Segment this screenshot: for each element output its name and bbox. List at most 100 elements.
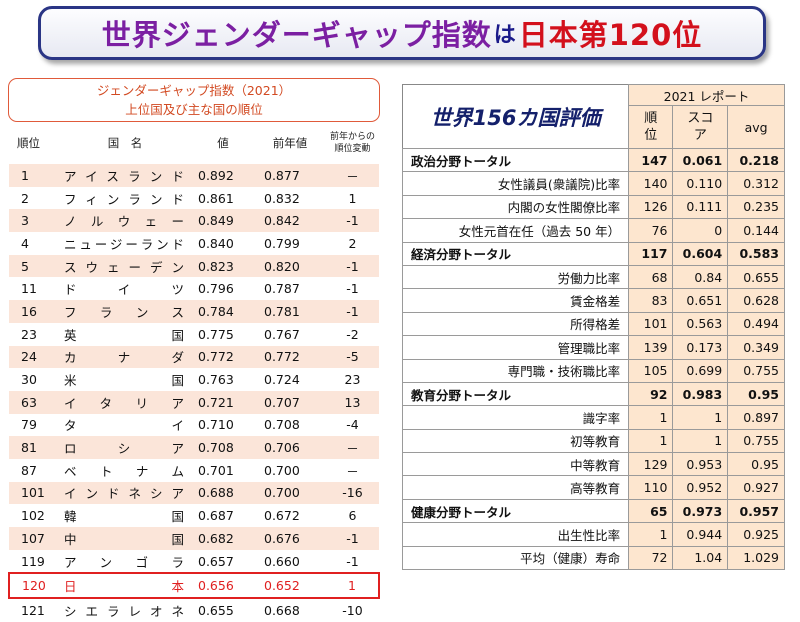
ranking-change-cell: -1 bbox=[326, 254, 379, 278]
ranking-row: 119 アンゴラ 0.657 0.660 -1 bbox=[9, 549, 379, 574]
col-score-rank-header: 順位 bbox=[628, 105, 674, 149]
ranking-country-name: インドネシア bbox=[64, 486, 184, 502]
score-rank-cell: 65 bbox=[628, 498, 674, 524]
score-label-cell: 教育分野トータル bbox=[401, 381, 630, 407]
score-score-cell: 1 bbox=[672, 405, 729, 430]
score-item-row: 管理職比率 139 0.173 0.349 bbox=[401, 335, 785, 360]
score-rank-cell: 1 bbox=[628, 405, 674, 430]
ranking-country-cell: ロシア bbox=[58, 436, 192, 459]
score-score-cell: 0.84 bbox=[672, 264, 729, 290]
score-rank-cell: 139 bbox=[628, 335, 674, 360]
score-item-row: 出生性比率 1 0.944 0.925 bbox=[401, 522, 785, 547]
ranking-heading-line-1: ジェンダーギャップ指数（2021） bbox=[96, 83, 292, 98]
ranking-country-name: アイスランド bbox=[64, 168, 184, 184]
col-score-header: スコア bbox=[672, 105, 729, 149]
ranking-row: 23 英国 0.775 0.767 -2 bbox=[9, 322, 379, 346]
col-rank-header: 順位 bbox=[17, 136, 40, 150]
ranking-rank-cell: 1 bbox=[9, 164, 58, 187]
score-score-cell: 0.563 bbox=[672, 311, 729, 337]
score-avg-cell: 0.755 bbox=[727, 428, 785, 454]
ranking-prev-cell: 0.799 bbox=[254, 232, 326, 255]
ranking-rank-cell: 102 bbox=[9, 504, 58, 527]
col-change-header-line-2: 順位変動 bbox=[334, 144, 371, 154]
score-rank-cell: 126 bbox=[628, 194, 674, 220]
score-item-row: 高等教育 110 0.952 0.927 bbox=[401, 475, 785, 500]
score-avg-cell: 1.029 bbox=[727, 545, 785, 571]
score-title-cell: 世界156カ国評価 bbox=[402, 84, 629, 149]
score-total-row: 健康分野トータル 65 0.973 0.957 bbox=[401, 498, 785, 524]
ranking-row: 1 アイスランド 0.892 0.877 － bbox=[9, 164, 379, 187]
ranking-rank-cell: 3 bbox=[9, 209, 58, 233]
score-label-cell: 中等教育 bbox=[401, 452, 630, 477]
ranking-value-cell: 0.656 bbox=[192, 572, 254, 600]
ranking-panel: 順位 国 名 値 前年値 前年からの 順位変動 1 アイスランド 0.892 0.87… bbox=[8, 122, 380, 622]
ranking-rank-cell: 101 bbox=[9, 481, 58, 505]
score-total-row: 政治分野トータル 147 0.061 0.218 bbox=[401, 147, 785, 173]
score-total-row: 経済分野トータル 117 0.604 0.583 bbox=[401, 241, 785, 266]
ranking-change-cell: -4 bbox=[326, 413, 379, 437]
ranking-country-name: 英国 bbox=[64, 327, 184, 343]
score-score-cell: 0.952 bbox=[672, 475, 729, 500]
score-rank-cell: 1 bbox=[628, 428, 674, 454]
score-table-body: 世界156カ国評価 2021 レポート 順位 スコア avg 政治分野トータル 1… bbox=[401, 84, 785, 571]
score-avg-cell: 0.494 bbox=[727, 311, 785, 337]
score-rank-cell: 129 bbox=[628, 452, 674, 477]
ranking-row: 101 インドネシア 0.688 0.700 -16 bbox=[9, 481, 379, 505]
ranking-country-name: スウェーデン bbox=[64, 259, 184, 275]
ranking-value-cell: 0.655 bbox=[192, 598, 254, 622]
ranking-prev-cell: 0.668 bbox=[254, 598, 326, 622]
score-item-row: 賃金格差 83 0.651 0.628 bbox=[401, 288, 785, 313]
ranking-row-japan: 120 日本 0.656 0.652 1 bbox=[8, 572, 380, 600]
ranking-heading-line-2: 上位国及び主な国の順位 bbox=[125, 102, 263, 117]
ranking-country-cell: アイスランド bbox=[58, 164, 192, 187]
ranking-country-cell: 英国 bbox=[58, 322, 192, 346]
score-label-cell: 健康分野トータル bbox=[401, 498, 630, 524]
ranking-country-name: ノルウェー bbox=[64, 214, 184, 230]
ranking-header-row: 順位 国 名 値 前年値 前年からの 順位変動 bbox=[9, 122, 379, 164]
ranking-change-cell: － bbox=[326, 164, 379, 187]
ranking-country-cell: 日本 bbox=[58, 572, 192, 600]
ranking-country-name: ロシア bbox=[64, 441, 184, 457]
score-item-row: 女性元首在任（過去 50 年） 76 0 0.144 bbox=[401, 218, 785, 243]
score-score-cell: 0.110 bbox=[672, 171, 729, 196]
score-rank-cell: 147 bbox=[628, 147, 674, 173]
score-label-cell: 内閣の女性閣僚比率 bbox=[401, 194, 630, 220]
ranking-country-cell: インドネシア bbox=[58, 481, 192, 505]
ranking-row: 79 タイ 0.710 0.708 -4 bbox=[9, 413, 379, 437]
ranking-rank-cell: 24 bbox=[9, 345, 58, 369]
ranking-row: 16 フランス 0.784 0.781 -1 bbox=[9, 300, 379, 323]
score-header-row-2: 順位 スコア avg bbox=[403, 105, 785, 149]
col-change-header-line-1: 前年からの bbox=[329, 132, 375, 142]
ranking-change-cell: 2 bbox=[326, 232, 379, 255]
ranking-change-cell: － bbox=[326, 458, 379, 482]
score-panel: 世界156カ国評価 2021 レポート 順位 スコア avg 政治分野トータル 1… bbox=[401, 84, 785, 576]
ranking-value-cell: 0.892 bbox=[192, 164, 254, 187]
score-label-cell: 所得格差 bbox=[401, 311, 630, 337]
score-item-row: 識字率 1 1 0.897 bbox=[401, 405, 785, 430]
ranking-change-cell: -1 bbox=[326, 209, 379, 233]
score-item-row: 労働力比率 68 0.84 0.655 bbox=[401, 264, 785, 290]
ranking-row: 3 ノルウェー 0.849 0.842 -1 bbox=[9, 209, 379, 233]
score-score-cell: 1 bbox=[672, 428, 729, 454]
ranking-change-cell: -16 bbox=[326, 481, 379, 505]
ranking-country-cell: ノルウェー bbox=[58, 209, 192, 233]
ranking-country-name: 韓国 bbox=[64, 509, 184, 525]
score-label-cell: 平均（健康）寿命 bbox=[401, 545, 630, 571]
ranking-country-name: シエラレオネ bbox=[64, 603, 184, 619]
ranking-country-cell: フィンランド bbox=[58, 186, 192, 210]
score-label-cell: 高等教育 bbox=[401, 475, 630, 500]
ranking-country-cell: 中国 bbox=[58, 527, 192, 550]
ranking-country-cell: ドイツ bbox=[58, 277, 192, 301]
ranking-change-cell: -1 bbox=[326, 277, 379, 301]
score-rank-cell: 117 bbox=[628, 241, 674, 266]
ranking-table-heading: ジェンダーギャップ指数（2021） 上位国及び主な国の順位 bbox=[8, 78, 380, 122]
score-rank-cell: 101 bbox=[628, 311, 674, 337]
ranking-prev-cell: 0.772 bbox=[254, 345, 326, 369]
ranking-value-cell: 0.840 bbox=[192, 232, 254, 255]
ranking-country-cell: ベトナム bbox=[58, 458, 192, 482]
score-score-cell: 0.111 bbox=[672, 194, 729, 220]
score-table-title: 世界156カ国評価 bbox=[430, 105, 601, 130]
score-score-cell: 0.651 bbox=[672, 288, 729, 313]
ranking-prev-cell: 0.672 bbox=[254, 504, 326, 527]
ranking-row: 63 イタリア 0.721 0.707 13 bbox=[9, 390, 379, 414]
